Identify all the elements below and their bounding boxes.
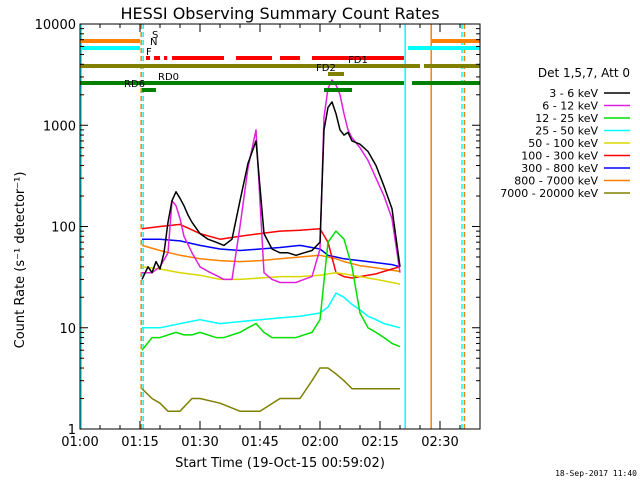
x-tick-label-0: 01:00 — [61, 435, 98, 450]
legend-label-6: 300 - 800 keV — [521, 162, 598, 175]
x-tick-label-2: 01:30 — [181, 435, 218, 450]
series-line-8 — [141, 367, 400, 412]
y-tick-label-0: 1 — [68, 423, 76, 438]
flag-label-s: S — [152, 30, 158, 41]
legend-label-8: 7000 - 20000 keV — [500, 187, 598, 200]
x-tick-label-1: 01:15 — [121, 435, 158, 450]
flag-label-rd6: RD6 — [124, 79, 145, 90]
chart-title: HESSI Observing Summary Count Rates — [120, 4, 439, 23]
y-tick-label-1: 10 — [59, 322, 76, 337]
legend-label-5: 100 - 300 keV — [521, 150, 598, 163]
series-line-2 — [141, 230, 401, 351]
y-tick-label-2: 100 — [51, 221, 76, 236]
legend-label-1: 6 - 12 keV — [542, 100, 598, 113]
series-line-6 — [142, 238, 401, 268]
x-tick-label-3: 01:45 — [241, 435, 278, 450]
x-tick-label-4: 02:00 — [301, 435, 338, 450]
axis-layer: 1 10 100 1000 10000 01:00 01:15 01:30 01:45 02:00… — [35, 18, 481, 450]
series-line-3 — [142, 292, 401, 329]
series-line-1 — [142, 79, 401, 284]
legend-label-2: 12 - 25 keV — [535, 112, 598, 125]
y-axis-label: Count Rate (s⁻¹ detector⁻¹) — [13, 172, 28, 349]
series-line-7 — [141, 244, 401, 273]
x-tick-label-5: 02:15 — [361, 435, 398, 450]
legend-label-3: 25 - 50 keV — [535, 125, 598, 138]
x-axis-label: Start Time (19-Oct-15 00:59:02) — [175, 456, 385, 471]
flag-label-fd1: FD1 — [348, 55, 368, 66]
flag-label-f: F — [146, 47, 152, 58]
flag-bars-layer: SNF FD1 FD2 RD0 RD6 — [80, 30, 480, 92]
y-tick-label-3: 1000 — [43, 119, 76, 134]
flag-label-fd2: FD2 — [316, 63, 336, 74]
generation-timestamp: 18-Sep-2017 11:40 — [555, 469, 637, 478]
legend-header: Det 1,5,7, Att 0 — [538, 66, 630, 80]
legend-label-7: 800 - 7000 keV — [514, 175, 598, 188]
plot-frame — [79, 23, 481, 430]
legend-label-4: 50 - 100 keV — [528, 137, 598, 150]
legend-label-0: 3 - 6 keV — [549, 87, 598, 100]
series-line-5 — [141, 223, 401, 279]
x-tick-label-6: 02:30 — [421, 435, 458, 450]
flag-label-rd0: RD0 — [158, 72, 179, 83]
plot-layer — [80, 24, 466, 429]
series-line-0 — [141, 101, 401, 280]
flag-label-n: N — [150, 37, 157, 48]
y-tick-label-4: 10000 — [35, 18, 76, 33]
